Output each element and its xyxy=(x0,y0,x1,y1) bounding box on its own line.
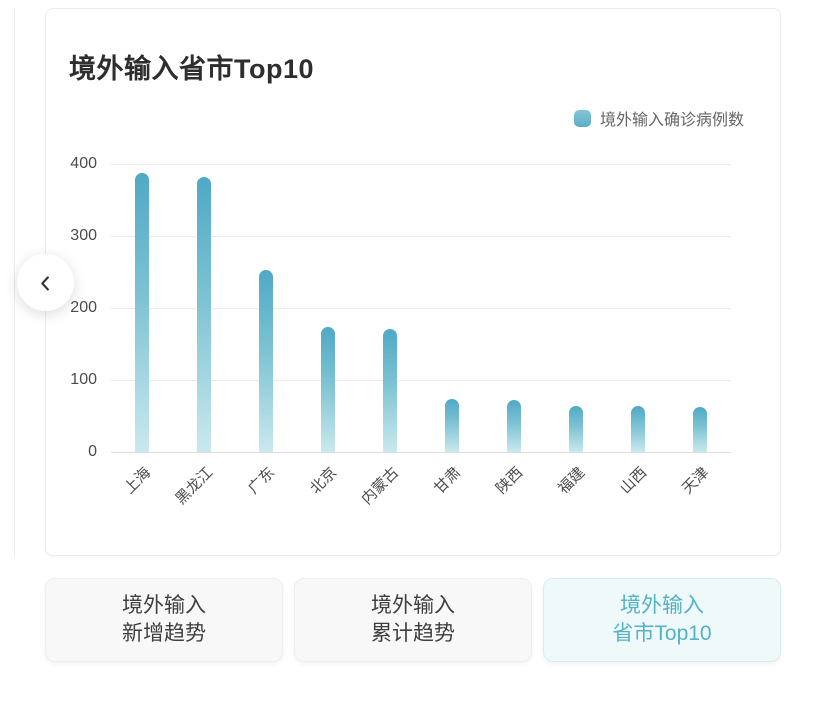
bar-上海[interactable] xyxy=(135,173,149,452)
y-axis-tick-label: 400 xyxy=(70,155,97,172)
tab-imported-new-trend[interactable]: 境外输入 新增趋势 xyxy=(45,578,283,662)
tab-label-line2: 累计趋势 xyxy=(371,622,455,645)
carousel-back-button[interactable] xyxy=(17,254,74,311)
bar-福建[interactable] xyxy=(569,405,583,452)
x-axis-tick-label: 福建 xyxy=(554,464,589,498)
bar-山西[interactable] xyxy=(631,405,645,452)
x-axis-tick-label: 北京 xyxy=(306,464,341,498)
chevron-left-icon xyxy=(40,275,49,291)
chart-card: 境外输入省市Top10 境外输入确诊病例数 0 100 200 300 400 上海 黑龙江… xyxy=(45,8,781,556)
x-axis-tick-label: 山西 xyxy=(616,464,651,498)
bar-甘肃[interactable] xyxy=(445,399,459,452)
bar-北京[interactable] xyxy=(321,327,335,452)
x-axis-tick-label: 黑龙江 xyxy=(172,464,217,508)
bar-陕西[interactable] xyxy=(507,400,521,452)
x-axis-tick-label: 陕西 xyxy=(492,464,527,498)
y-axis-tick-label: 100 xyxy=(70,371,97,388)
tab-label-line2: 省市Top10 xyxy=(612,622,712,645)
x-axis-tick-label: 内蒙古 xyxy=(358,464,403,508)
previous-card-edge xyxy=(14,8,15,556)
gridline-y300 xyxy=(111,236,731,237)
gridline-y400 xyxy=(111,164,731,165)
x-axis-tick-label: 上海 xyxy=(120,464,155,498)
legend-label: 境外输入确诊病例数 xyxy=(599,112,744,129)
gridline-y0 xyxy=(111,452,731,453)
tab-label-line1: 境外输入 xyxy=(122,594,206,617)
gridline-y200 xyxy=(111,308,731,309)
gridline-y100 xyxy=(111,380,731,381)
x-axis-tick-label: 天津 xyxy=(678,464,713,498)
bar-内蒙古[interactable] xyxy=(383,328,397,452)
chart-tab-bar: 境外输入 新增趋势 境外输入 累计趋势 境外输入 省市Top10 xyxy=(45,578,781,662)
y-axis-tick-label: 300 xyxy=(70,227,97,244)
tab-label-line1: 境外输入 xyxy=(620,594,704,617)
tab-imported-cumulative-trend[interactable]: 境外输入 累计趋势 xyxy=(294,578,532,662)
legend: 境外输入确诊病例数 xyxy=(573,106,744,130)
bar-黑龙江[interactable] xyxy=(197,176,211,452)
y-axis-tick-label: 0 xyxy=(88,443,97,460)
x-axis-tick-label: 甘肃 xyxy=(430,464,465,498)
bar-广东[interactable] xyxy=(259,269,273,452)
x-axis-tick-label: 广东 xyxy=(244,464,279,498)
bar-天津[interactable] xyxy=(693,406,707,452)
plot-area: 0 100 200 300 400 上海 黑龙江 广东 北京 内蒙古 甘肃 陕西 福建 山西 天津 xyxy=(70,155,731,508)
tab-imported-province-top10[interactable]: 境外输入 省市Top10 xyxy=(543,578,781,662)
tab-label-line1: 境外输入 xyxy=(371,594,455,617)
legend-swatch-icon xyxy=(573,109,591,127)
y-axis-tick-label: 200 xyxy=(70,299,97,316)
page-title: 境外输入省市Top10 xyxy=(69,54,315,84)
tab-label-line2: 新增趋势 xyxy=(122,622,206,645)
